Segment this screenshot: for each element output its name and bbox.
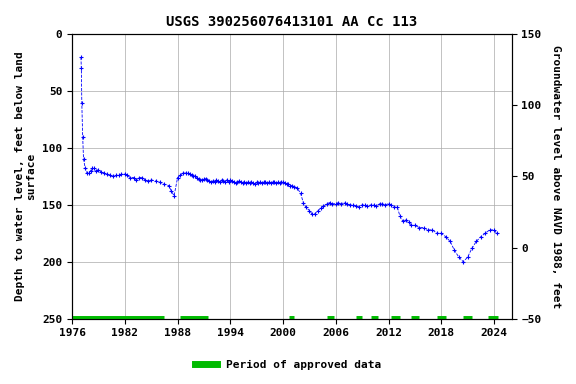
Title: USGS 390256076413101 AA Cc 113: USGS 390256076413101 AA Cc 113 — [166, 15, 418, 29]
Y-axis label: Depth to water level, feet below land
surface: Depth to water level, feet below land su… — [15, 51, 37, 301]
Legend: Period of approved data: Period of approved data — [191, 356, 385, 375]
Y-axis label: Groundwater level above NAVD 1988, feet: Groundwater level above NAVD 1988, feet — [551, 45, 561, 308]
